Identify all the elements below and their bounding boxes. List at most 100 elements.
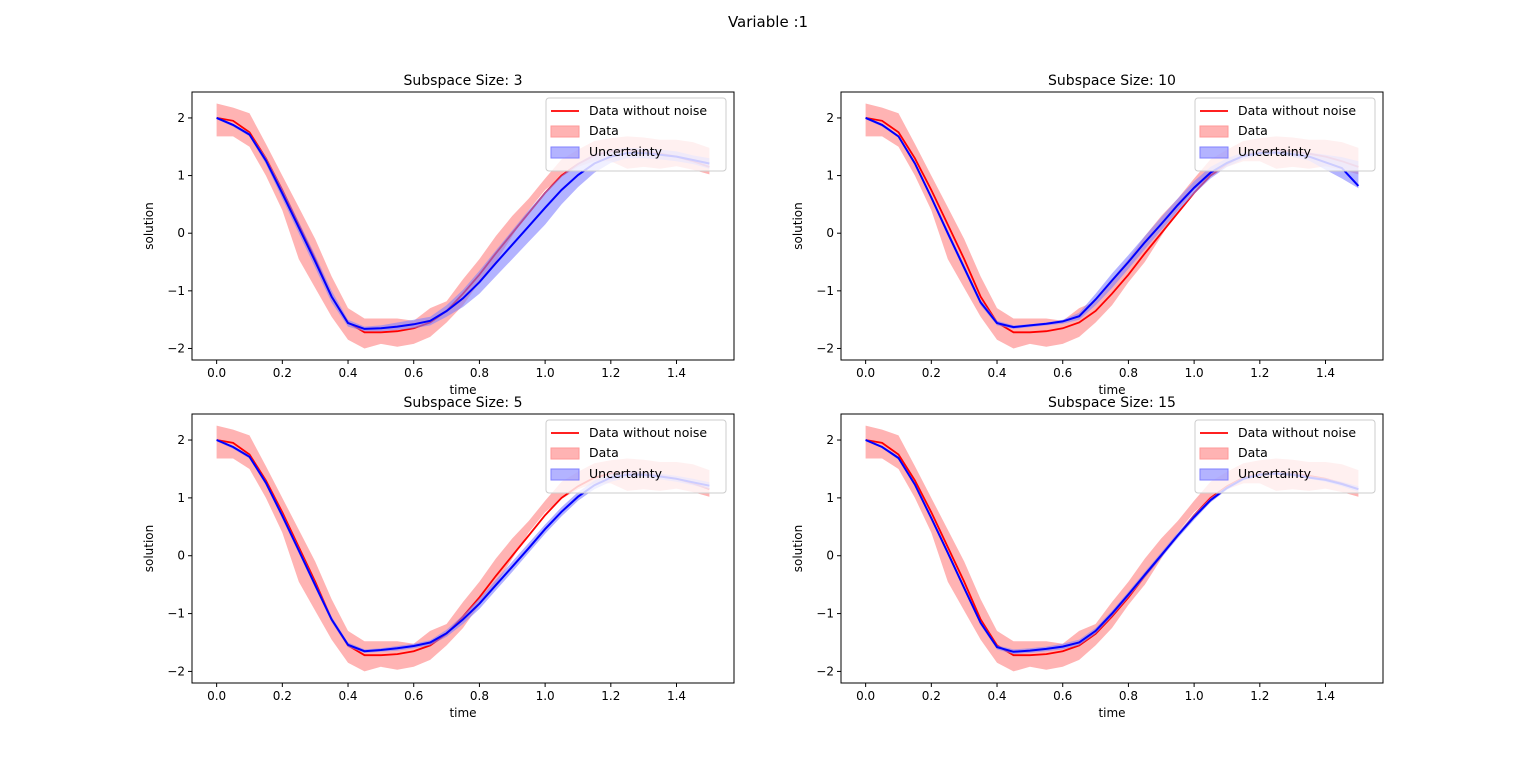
legend-label: Uncertainty [589, 144, 663, 159]
legend-swatch-uncertainty [1199, 468, 1229, 481]
legend-label: Uncertainty [589, 466, 663, 481]
legend: Data without noise Data Uncertainty [545, 97, 727, 172]
axes-frame [191, 91, 735, 361]
y-tick-label: 1 [177, 491, 185, 505]
data-band [865, 425, 1359, 672]
x-tick-label: 1.2 [1250, 689, 1269, 703]
x-tick-label: 1.4 [667, 689, 686, 703]
x-tick-label: 0.4 [987, 366, 1006, 380]
legend-label: Data without noise [589, 425, 707, 440]
legend-box [1194, 97, 1376, 172]
legend-label: Data [1238, 123, 1268, 138]
uncertainty-band [865, 116, 1359, 329]
x-tick-label: 0.8 [470, 366, 489, 380]
x-tick-label: 0.0 [207, 689, 226, 703]
legend: Data without noise Data Uncertainty [1194, 97, 1376, 172]
y-tick-label: 2 [826, 111, 834, 125]
x-tick-label: 1.4 [1316, 366, 1335, 380]
x-tick-label: 0.4 [338, 689, 357, 703]
legend-label: Data [1238, 445, 1268, 460]
x-axis-label: time [449, 706, 476, 720]
y-tick-label: −1 [167, 284, 185, 298]
legend-swatch-uncertainty [550, 468, 580, 481]
x-tick-label: 0.4 [338, 366, 357, 380]
subplot-4: 0.0 0.2 0.4 0.6 0.8 1.0 1.2 1.4 2 1 0 −1 −2 Subspace … [791, 395, 1384, 720]
y-tick-label: 2 [177, 111, 185, 125]
x-tick-label: 0.4 [987, 689, 1006, 703]
x-axis-label: time [1098, 383, 1125, 397]
legend-box [545, 419, 727, 494]
x-axis-label: time [449, 383, 476, 397]
x-tick-label: 1.0 [536, 366, 555, 380]
legend-label: Uncertainty [1238, 144, 1312, 159]
subplot-3: 0.0 0.2 0.4 0.6 0.8 1.0 1.2 1.4 2 1 0 −1 −2 Subspace … [142, 395, 735, 720]
legend-label: Data [589, 445, 619, 460]
x-tick-label: 0.8 [1119, 689, 1138, 703]
y-tick-label: −2 [167, 341, 185, 355]
subplot-2: 0.0 0.2 0.4 0.6 0.8 1.0 1.2 1.4 2 1 0 −1 −2 Subspace … [791, 73, 1384, 397]
y-tick-label: 1 [177, 169, 185, 183]
y-axis-label: solution [791, 202, 805, 250]
y-tick-label: 0 [177, 226, 185, 240]
y-axis-label: solution [791, 525, 805, 573]
y-tick-label: 2 [177, 433, 185, 447]
legend-label: Data without noise [1238, 103, 1356, 118]
x-tick-label: 1.0 [536, 689, 555, 703]
y-axis-label: solution [142, 525, 156, 573]
legend-swatch-data [1199, 447, 1229, 460]
legend-label: Data without noise [589, 103, 707, 118]
legend-swatch-data [1199, 125, 1229, 138]
x-tick-label: 1.4 [667, 366, 686, 380]
y-tick-label: −2 [816, 664, 834, 678]
y-tick-label: 0 [826, 226, 834, 240]
x-tick-label: 0.0 [856, 366, 875, 380]
y-tick-label: −1 [816, 607, 834, 621]
x-tick-label: 1.0 [1185, 366, 1204, 380]
x-tick-label: 1.2 [601, 689, 620, 703]
x-tick-label: 0.0 [856, 689, 875, 703]
axes-frame [191, 413, 735, 684]
y-axis-label: solution [142, 202, 156, 250]
legend-swatch-data [550, 125, 580, 138]
x-tick-label: 0.2 [273, 366, 292, 380]
y-tick-label: −2 [816, 341, 834, 355]
x-tick-label: 1.2 [1250, 366, 1269, 380]
subplot-title: Subspace Size: 5 [404, 395, 523, 411]
axes-frame [840, 91, 1384, 361]
legend-label: Data without noise [1238, 425, 1356, 440]
legend-swatch-uncertainty [1199, 146, 1229, 159]
legend-label: Uncertainty [1238, 466, 1312, 481]
legend: Data without noise Data Uncertainty [1194, 419, 1376, 494]
legend-label: Data [589, 123, 619, 138]
legend-swatch-uncertainty [550, 146, 580, 159]
axes-frame [840, 413, 1384, 684]
y-tick-label: −1 [167, 607, 185, 621]
y-tick-label: 0 [177, 549, 185, 563]
legend: Data without noise Data Uncertainty [545, 419, 727, 494]
uncertainty-band [865, 438, 1359, 655]
subplot-grid: 0.0 0.2 0.4 0.6 0.8 1.0 1.2 1.4 2 1 0 −1 −2 Subspace … [142, 73, 1384, 720]
figure-suptitle: Variable :1 [728, 13, 808, 31]
x-tick-label: 0.6 [1053, 366, 1072, 380]
legend-box [1194, 419, 1376, 494]
subplot-1: 0.0 0.2 0.4 0.6 0.8 1.0 1.2 1.4 2 1 0 −1 −2 Subspace … [142, 73, 735, 397]
x-axis-label: time [1098, 706, 1125, 720]
x-tick-label: 0.8 [470, 689, 489, 703]
x-tick-label: 0.2 [273, 689, 292, 703]
x-tick-label: 0.2 [922, 366, 941, 380]
x-tick-label: 0.0 [207, 366, 226, 380]
y-tick-label: 0 [826, 549, 834, 563]
x-tick-label: 0.6 [404, 689, 423, 703]
subplot-title: Subspace Size: 10 [1048, 73, 1176, 89]
subplot-title: Subspace Size: 3 [404, 73, 523, 89]
y-tick-label: 1 [826, 491, 834, 505]
x-tick-label: 0.6 [404, 366, 423, 380]
subplot-title: Subspace Size: 15 [1048, 395, 1176, 411]
legend-swatch-data [550, 447, 580, 460]
x-tick-label: 0.8 [1119, 366, 1138, 380]
x-tick-label: 1.2 [601, 366, 620, 380]
x-tick-label: 0.6 [1053, 689, 1072, 703]
legend-box [545, 97, 727, 172]
y-tick-label: 1 [826, 169, 834, 183]
